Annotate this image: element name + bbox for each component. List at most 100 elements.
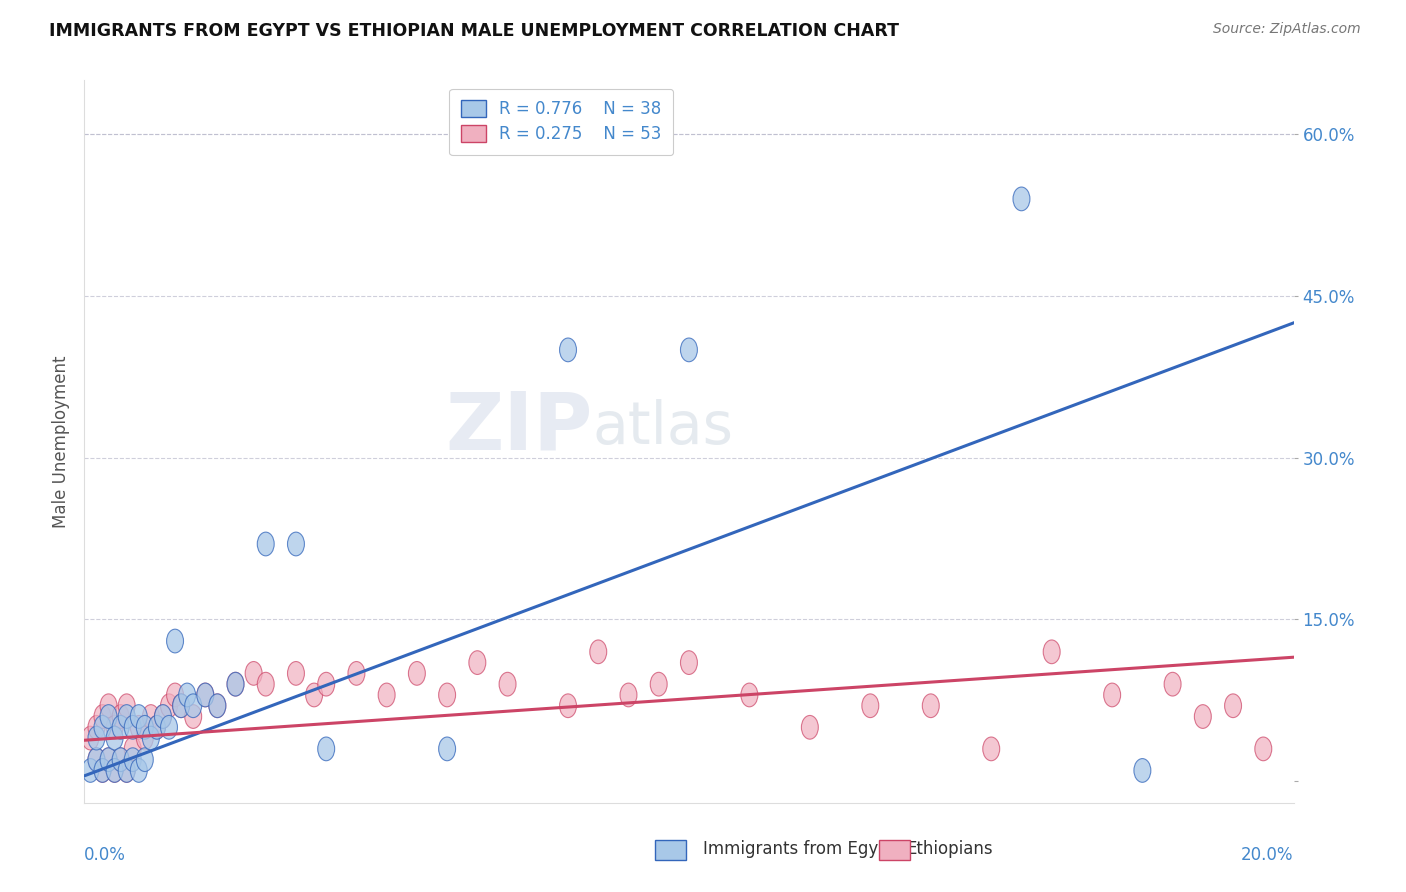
Ellipse shape	[173, 694, 190, 717]
Ellipse shape	[112, 747, 129, 772]
Ellipse shape	[499, 673, 516, 696]
Ellipse shape	[118, 694, 135, 717]
Ellipse shape	[149, 715, 166, 739]
Ellipse shape	[131, 715, 148, 739]
Ellipse shape	[922, 694, 939, 717]
Ellipse shape	[173, 694, 190, 717]
Text: atlas: atlas	[592, 399, 733, 456]
Ellipse shape	[408, 662, 426, 685]
Ellipse shape	[131, 705, 148, 729]
Ellipse shape	[1254, 737, 1272, 761]
Ellipse shape	[439, 683, 456, 706]
Ellipse shape	[82, 726, 98, 750]
Ellipse shape	[105, 726, 124, 750]
Ellipse shape	[1164, 673, 1181, 696]
Ellipse shape	[681, 651, 697, 674]
Ellipse shape	[82, 758, 98, 782]
Ellipse shape	[620, 683, 637, 706]
Ellipse shape	[149, 715, 166, 739]
Text: IMMIGRANTS FROM EGYPT VS ETHIOPIAN MALE UNEMPLOYMENT CORRELATION CHART: IMMIGRANTS FROM EGYPT VS ETHIOPIAN MALE …	[49, 22, 900, 40]
Ellipse shape	[100, 747, 117, 772]
Ellipse shape	[318, 737, 335, 761]
Ellipse shape	[155, 705, 172, 729]
Ellipse shape	[287, 662, 305, 685]
Ellipse shape	[89, 747, 105, 772]
Ellipse shape	[118, 705, 135, 729]
Ellipse shape	[245, 662, 262, 685]
Ellipse shape	[160, 715, 177, 739]
Ellipse shape	[1043, 640, 1060, 664]
Ellipse shape	[801, 715, 818, 739]
Ellipse shape	[160, 694, 177, 717]
Ellipse shape	[226, 673, 245, 696]
Ellipse shape	[226, 673, 245, 696]
Ellipse shape	[197, 683, 214, 706]
Ellipse shape	[136, 747, 153, 772]
Ellipse shape	[105, 758, 124, 782]
Ellipse shape	[112, 715, 129, 739]
Legend: R = 0.776    N = 38, R = 0.275    N = 53: R = 0.776 N = 38, R = 0.275 N = 53	[450, 88, 673, 155]
Ellipse shape	[142, 705, 159, 729]
Ellipse shape	[179, 683, 195, 706]
Ellipse shape	[118, 758, 135, 782]
Text: ZIP: ZIP	[444, 388, 592, 467]
Ellipse shape	[347, 662, 366, 685]
Ellipse shape	[89, 715, 105, 739]
Ellipse shape	[94, 715, 111, 739]
Ellipse shape	[318, 673, 335, 696]
Ellipse shape	[862, 694, 879, 717]
Ellipse shape	[112, 705, 129, 729]
Ellipse shape	[100, 694, 117, 717]
Ellipse shape	[287, 533, 305, 556]
Ellipse shape	[166, 683, 184, 706]
Ellipse shape	[1104, 683, 1121, 706]
Text: 20.0%: 20.0%	[1241, 846, 1294, 864]
Ellipse shape	[94, 758, 111, 782]
Ellipse shape	[105, 715, 124, 739]
Ellipse shape	[94, 758, 111, 782]
Ellipse shape	[131, 758, 148, 782]
Ellipse shape	[1225, 694, 1241, 717]
Ellipse shape	[142, 726, 159, 750]
Ellipse shape	[305, 683, 322, 706]
Ellipse shape	[118, 758, 135, 782]
Ellipse shape	[257, 533, 274, 556]
Ellipse shape	[89, 747, 105, 772]
Ellipse shape	[439, 737, 456, 761]
Ellipse shape	[560, 694, 576, 717]
Ellipse shape	[1194, 705, 1212, 729]
Ellipse shape	[100, 705, 117, 729]
Ellipse shape	[124, 737, 141, 761]
Ellipse shape	[89, 726, 105, 750]
Ellipse shape	[1133, 758, 1152, 782]
Ellipse shape	[105, 758, 124, 782]
Ellipse shape	[257, 673, 274, 696]
Ellipse shape	[650, 673, 668, 696]
Text: Immigrants from Egypt: Immigrants from Egypt	[703, 840, 896, 858]
Ellipse shape	[1012, 187, 1031, 211]
Ellipse shape	[741, 683, 758, 706]
Text: Source: ZipAtlas.com: Source: ZipAtlas.com	[1213, 22, 1361, 37]
Ellipse shape	[136, 715, 153, 739]
Y-axis label: Male Unemployment: Male Unemployment	[52, 355, 70, 528]
Ellipse shape	[155, 705, 172, 729]
Ellipse shape	[209, 694, 226, 717]
Ellipse shape	[184, 705, 201, 729]
Ellipse shape	[100, 747, 117, 772]
Ellipse shape	[197, 683, 214, 706]
Text: Ethiopians: Ethiopians	[907, 840, 994, 858]
Ellipse shape	[124, 747, 141, 772]
Ellipse shape	[184, 694, 201, 717]
Ellipse shape	[209, 694, 226, 717]
Ellipse shape	[112, 747, 129, 772]
Ellipse shape	[94, 705, 111, 729]
Ellipse shape	[124, 715, 141, 739]
Ellipse shape	[983, 737, 1000, 761]
Ellipse shape	[681, 338, 697, 362]
Ellipse shape	[378, 683, 395, 706]
Ellipse shape	[560, 338, 576, 362]
Ellipse shape	[136, 726, 153, 750]
Ellipse shape	[589, 640, 607, 664]
Text: 0.0%: 0.0%	[84, 846, 127, 864]
Ellipse shape	[166, 629, 184, 653]
